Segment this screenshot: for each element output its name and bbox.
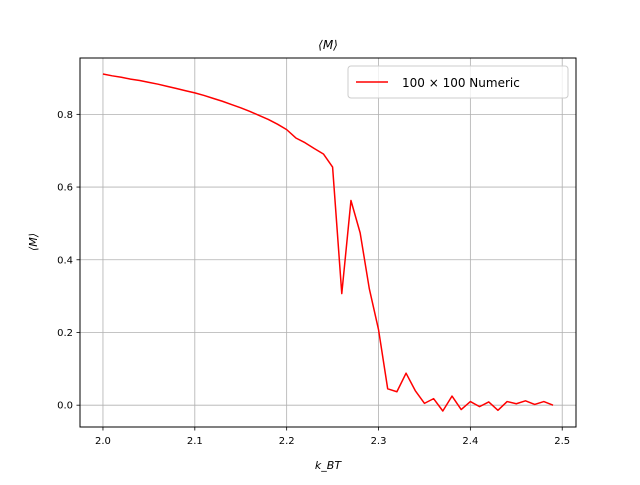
series-layer: [102, 73, 554, 412]
x-tick-label: 2.4: [462, 436, 478, 447]
x-tick-label: 2.3: [371, 436, 387, 447]
chart-title: ⟨M⟩: [318, 38, 338, 52]
y-axis-label: ⟨M⟩: [27, 233, 40, 251]
y-tick-label: 0.4: [57, 255, 73, 266]
plot-frame: [79, 57, 577, 428]
legend: 100 × 100 Numeric: [347, 65, 569, 99]
legend-box: [347, 65, 569, 99]
x-axis-label: k_BT: [315, 459, 342, 472]
x-tick-label: 2.5: [554, 436, 570, 447]
x-tick-label: 2.2: [279, 436, 295, 447]
y-tick-label: 0.6: [57, 183, 73, 194]
grid-lines: [80, 58, 576, 427]
y-tick-label: 0.8: [57, 110, 73, 121]
legend-label: 100 × 100 Numeric: [402, 76, 520, 90]
y-tick-label: 0.2: [57, 328, 73, 339]
x-tick-label: 2.0: [95, 436, 111, 447]
ticks: 2.0 2.1 2.2 2.3 2.4 2.5 0.0 0.2 0.4 0.6 0.8: [57, 110, 570, 447]
series-line: [102, 73, 554, 412]
y-tick-label: 0.0: [57, 401, 73, 412]
x-tick-label: 2.1: [187, 436, 203, 447]
